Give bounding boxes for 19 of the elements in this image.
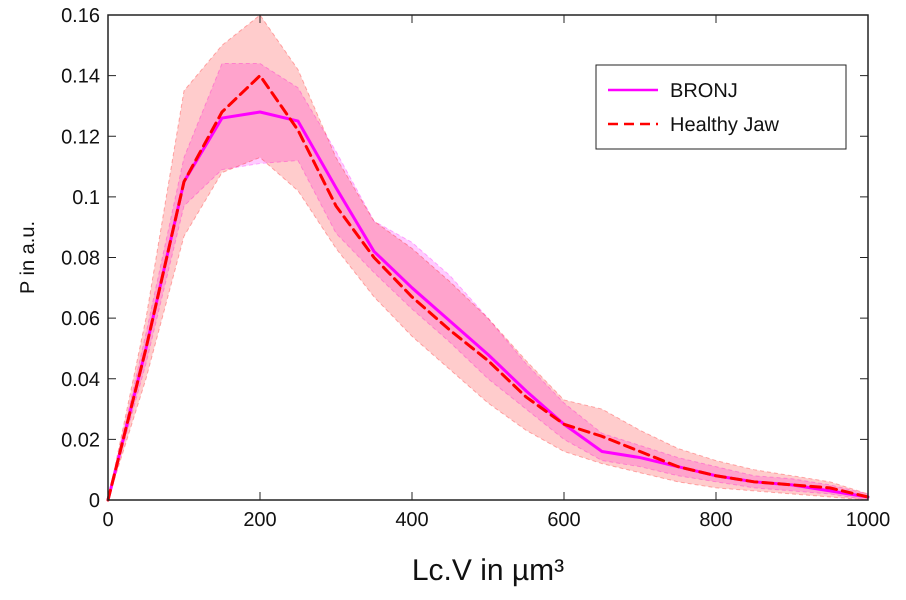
y-tick-label: 0.02 [61,429,100,452]
x-tick-label: 1000 [846,509,890,531]
x-tick-label: 0 [102,509,114,531]
y-axis-title: P in a.u. [17,220,39,294]
x-tick-label: 400 [395,509,429,531]
y-tick-label: 0.12 [61,126,100,148]
x-axis-title: Lc.V in µm³ [412,554,564,587]
y-tick-label: 0.16 [61,5,100,27]
x-tick-label: 800 [699,509,733,531]
legend-label: BRONJ [670,80,738,102]
y-tick-label: 0.1 [72,186,100,209]
y-tick-label: 0.14 [61,66,100,88]
y-tick-label: 0.06 [61,308,100,330]
legend-label: Healthy Jaw [670,114,780,136]
y-tick-label: 0.04 [61,368,100,391]
y-tick-label: 0 [88,490,100,512]
y-tick-label: 0.08 [61,248,100,270]
x-tick-label: 200 [243,509,277,531]
x-tick-label: 600 [547,509,581,531]
